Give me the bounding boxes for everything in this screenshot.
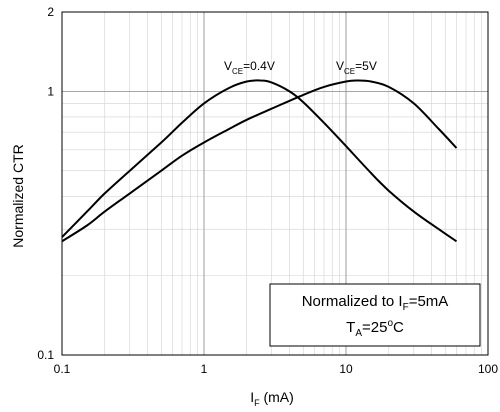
plot-frame xyxy=(61,11,489,356)
x-tick-label: 100 xyxy=(478,362,498,376)
series-label-vce-5v: VCE=5V xyxy=(336,59,377,76)
x-tick-labels: 0.1 1 10 100 xyxy=(54,362,499,376)
series-label-vce-0-4v: VCE=0.4V xyxy=(224,59,275,76)
x-tick-label: 10 xyxy=(339,362,353,376)
annotation-normalized-to: Normalized to IF=5mA xyxy=(302,293,449,313)
y-tick-label: 2 xyxy=(47,5,54,19)
annotation-box: Normalized to IF=5mA TA=25oC xyxy=(269,283,481,347)
annotation-temperature: TA=25oC xyxy=(346,318,404,339)
y-tick-labels: 0.1 1 2 xyxy=(37,5,54,362)
series-line-vce-5v xyxy=(61,79,458,243)
x-tick-label: 1 xyxy=(201,362,208,376)
y-axis-title: Normalized CTR xyxy=(10,144,26,247)
series-line-vce-0-4v xyxy=(61,79,458,243)
y-tick-label: 0.1 xyxy=(37,348,54,362)
x-tick-label: 0.1 xyxy=(54,362,71,376)
y-tick-label: 1 xyxy=(47,84,54,98)
curves xyxy=(61,79,458,243)
x-axis-title: IF (mA) xyxy=(250,389,294,408)
